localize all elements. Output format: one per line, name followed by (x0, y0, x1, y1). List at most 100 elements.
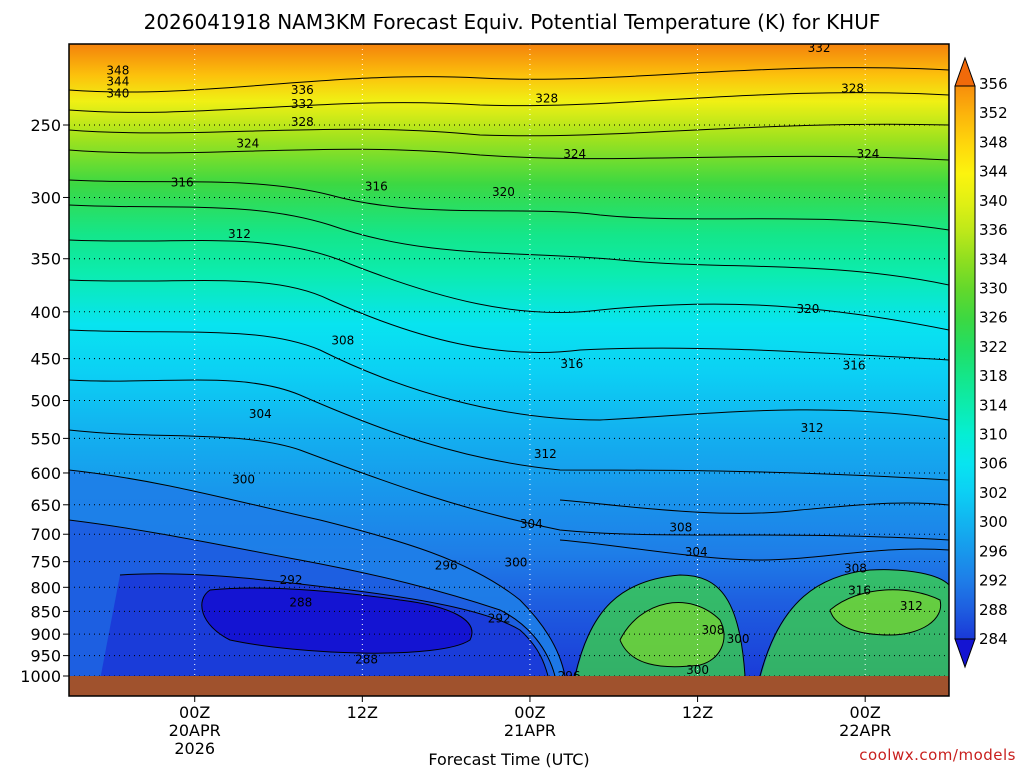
colorbar-tick-label: 296 (979, 542, 1008, 560)
contour-line (69, 204, 949, 286)
contour-label: 304 (249, 407, 272, 421)
colorbar-tick-label: 334 (979, 250, 1008, 268)
contour-label: 308 (701, 623, 724, 637)
colorbar-min-arrow (954, 638, 976, 669)
contour-line (69, 123, 949, 137)
contour-label: 332 (291, 97, 314, 111)
contour-label: 324 (563, 147, 586, 161)
colorbar-tick-label: 348 (979, 133, 1008, 151)
contour-label: 316 (843, 359, 866, 373)
contour-label: 308 (844, 561, 867, 575)
colorbar-tick-label: 344 (979, 163, 1008, 181)
y-tick-label: 600 (30, 464, 61, 483)
contour-label: 292 (280, 573, 303, 587)
contour-line (69, 429, 949, 541)
contour-line (69, 279, 949, 361)
contour-label: 300 (686, 663, 709, 677)
y-tick-label: 650 (30, 496, 61, 515)
colorbar-tick-label: 326 (979, 309, 1008, 327)
contour-label: 328 (841, 81, 864, 95)
contour-label: 316 (171, 176, 194, 190)
contour-label: 312 (801, 421, 824, 435)
colorbar-tick-label: 288 (979, 601, 1008, 619)
contour-line (69, 379, 949, 481)
contour-label: 300 (232, 473, 255, 487)
contour-label: 348 (106, 64, 129, 78)
contour-label: 312 (228, 227, 251, 241)
contour-label: 288 (289, 595, 312, 609)
contour-label: 324 (236, 137, 259, 151)
contour-label: 328 (291, 115, 314, 129)
colorbar-tick-label: 336 (979, 221, 1008, 239)
y-tick-label: 850 (30, 602, 61, 621)
colorbar-tick-label: 300 (979, 513, 1008, 531)
contour-label: 320 (796, 302, 819, 316)
contour-label: 308 (331, 334, 354, 348)
x-tick-label: 00Z 20APR 2026 (169, 703, 221, 758)
contour-line (559, 499, 949, 514)
contour-label: 316 (365, 180, 388, 194)
y-tick-label: 800 (30, 578, 61, 597)
colorbar-max-arrow (954, 56, 976, 87)
contour-label: 332 (808, 41, 831, 55)
y-tick-label: 400 (30, 303, 61, 322)
contour-line (69, 329, 949, 421)
y-tick-label: 750 (30, 553, 61, 572)
y-axis: 250 300 350 400 450 500 550 600 650 700 750 800 850 9… (20, 116, 69, 686)
colorbar-tick-label: 314 (979, 396, 1008, 414)
contour-line (69, 519, 556, 677)
y-tick-label: 950 (30, 647, 61, 666)
contour-label: 336 (291, 83, 314, 97)
credit-text: coolwx.com/models (859, 746, 1016, 764)
colorbar-tick-label: 284 (979, 630, 1008, 648)
y-tick-label: 550 (30, 429, 61, 448)
colorbar-tick-label: 292 (979, 572, 1008, 590)
contour-line (829, 589, 942, 636)
y-tick-label: 900 (30, 625, 61, 644)
contour-line (759, 569, 949, 677)
x-tick-label: 12Z (347, 703, 378, 722)
colorbar: 356 352 348 344 340 336 334 330 326 322 318 314 310 3… (954, 56, 1008, 669)
contour-label: 300 (727, 632, 750, 646)
contour-line (69, 92, 949, 113)
contour-label: 308 (669, 520, 692, 534)
contour-label: 296 (435, 558, 458, 572)
colorbar-tick-label: 302 (979, 484, 1008, 502)
contour-label: 312 (900, 599, 923, 613)
contour-line (69, 239, 949, 331)
contour-line (574, 574, 746, 677)
contour-line (69, 469, 566, 677)
y-tick-label: 250 (30, 116, 61, 135)
contour-label: 340 (106, 87, 129, 101)
contour-line (69, 67, 949, 93)
contour-label: 344 (106, 74, 129, 88)
contour-lines (69, 67, 949, 677)
contour-label: 292 (488, 611, 511, 625)
colorbar-tick-label: 352 (979, 104, 1008, 122)
chart-title: 2026041918 NAM3KM Forecast Equiv. Potent… (144, 10, 881, 34)
contour-line (69, 148, 949, 161)
low-level-cold-pool (69, 470, 565, 680)
y-tick-label: 350 (30, 250, 61, 269)
x-axis: 00Z 20APR 2026 12Z 00Z 21APR 12Z 00Z 22APR (169, 696, 891, 758)
colorbar-tick-label: 356 (979, 75, 1008, 93)
contour-label: 320 (492, 185, 515, 199)
colorbar-tick-label: 310 (979, 426, 1008, 444)
colorbar-tick-label: 306 (979, 455, 1008, 473)
colorbar-tick-label: 330 (979, 279, 1008, 297)
contour-label: 324 (857, 147, 880, 161)
y-tick-label: 1000 (20, 667, 61, 686)
x-tick-label: 00Z 22APR (839, 703, 891, 740)
x-tick-label: 00Z 21APR (504, 703, 556, 740)
contour-line (559, 539, 949, 561)
contour-line (69, 179, 949, 231)
contour-line (619, 602, 725, 668)
colorbar-tick-label: 322 (979, 338, 1008, 356)
contour-label: 300 (505, 556, 528, 570)
y-tick-label: 700 (30, 525, 61, 544)
contour-label: 312 (534, 447, 557, 461)
grid-lines (69, 44, 949, 696)
contour-label: 304 (520, 517, 543, 531)
